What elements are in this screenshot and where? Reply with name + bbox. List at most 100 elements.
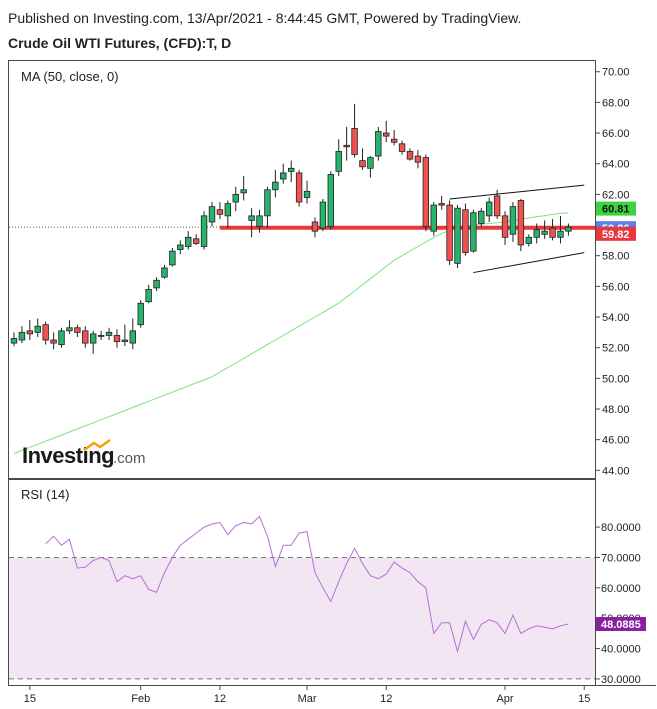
candle-body bbox=[129, 330, 136, 344]
candle-body bbox=[42, 324, 49, 341]
candle bbox=[105, 327, 113, 341]
time-axis: 15 Feb 12 Mar 12 Apr 15 bbox=[24, 685, 590, 705]
badge-background bbox=[596, 226, 636, 241]
candle bbox=[303, 180, 311, 204]
candle-body bbox=[26, 330, 34, 335]
candle bbox=[34, 318, 41, 337]
price-tick-label: 54.00 bbox=[602, 312, 630, 324]
badge-background bbox=[596, 201, 636, 216]
candle-body bbox=[34, 325, 41, 333]
time-tick-label: Feb bbox=[131, 693, 150, 705]
badge-support: 59.82 bbox=[596, 226, 636, 241]
candle bbox=[113, 329, 121, 348]
candle-body bbox=[470, 212, 477, 252]
logo-suffix: .com bbox=[113, 450, 146, 467]
price-tick-label: 46.00 bbox=[602, 435, 630, 447]
candle-body bbox=[414, 155, 422, 163]
candle-body bbox=[272, 181, 279, 191]
candle-body bbox=[343, 144, 350, 148]
candle-body bbox=[462, 209, 469, 254]
time-tick-label: 15 bbox=[578, 693, 590, 705]
candle-body bbox=[367, 157, 374, 169]
candle-body bbox=[58, 330, 65, 346]
candle bbox=[517, 198, 525, 252]
candle bbox=[26, 320, 34, 341]
candle-body bbox=[541, 230, 548, 235]
candle bbox=[224, 200, 232, 229]
candle bbox=[414, 149, 422, 169]
rsi-tick-label: 60.0000 bbox=[601, 583, 641, 595]
candle-body bbox=[517, 200, 525, 246]
candle bbox=[287, 160, 295, 183]
candle bbox=[383, 120, 390, 143]
rsi-tick-label: 40.0000 bbox=[601, 644, 641, 656]
candle bbox=[541, 220, 548, 239]
candle bbox=[74, 324, 81, 337]
candle bbox=[430, 202, 437, 236]
candle bbox=[82, 326, 89, 348]
candle bbox=[295, 169, 303, 207]
candle bbox=[145, 284, 152, 304]
candle-body bbox=[153, 279, 160, 289]
candle-body bbox=[351, 128, 358, 155]
candle bbox=[351, 103, 358, 158]
candle bbox=[478, 208, 485, 227]
rsi-badge-background bbox=[596, 616, 646, 631]
candle bbox=[129, 318, 136, 350]
investing-logo: Investing .com bbox=[22, 438, 146, 468]
published-caption: Published on Investing.com, 13/Apr/2021 … bbox=[8, 10, 521, 26]
candle bbox=[18, 326, 26, 344]
instrument-title: Crude Oil WTI Futures, (CFD):T, D bbox=[8, 35, 231, 51]
candle-body bbox=[248, 215, 255, 221]
candle bbox=[272, 169, 279, 198]
candle bbox=[533, 223, 540, 244]
candle bbox=[169, 248, 176, 267]
candle-body bbox=[216, 209, 224, 215]
candle bbox=[121, 324, 129, 347]
candle bbox=[390, 129, 398, 146]
price-tick-label: 44.00 bbox=[602, 465, 630, 477]
candle-body bbox=[509, 206, 517, 235]
rsi-badge: 48.0885 bbox=[596, 616, 646, 631]
candle-body bbox=[430, 204, 437, 232]
candle bbox=[50, 332, 57, 350]
candle bbox=[438, 195, 445, 210]
candle bbox=[485, 197, 493, 222]
candle-body bbox=[264, 189, 271, 217]
candle bbox=[462, 203, 469, 256]
candle bbox=[208, 202, 216, 227]
candle bbox=[343, 126, 350, 161]
candle bbox=[10, 332, 18, 347]
candle-body bbox=[557, 230, 564, 238]
candle-body bbox=[375, 131, 382, 157]
price-tick-label: 62.00 bbox=[602, 189, 630, 201]
candle bbox=[311, 217, 319, 238]
candle bbox=[153, 277, 160, 291]
candle-body bbox=[97, 335, 105, 337]
rsi-band bbox=[9, 557, 595, 679]
candle-body bbox=[295, 172, 303, 203]
candle-body bbox=[169, 250, 176, 266]
rsi-tick-label: 30.0000 bbox=[601, 674, 641, 686]
ma-indicator-label: MA (50, close, 0) bbox=[21, 69, 119, 84]
rsi-indicator-label: RSI (14) bbox=[21, 487, 69, 502]
candle-body bbox=[485, 201, 493, 217]
candle bbox=[216, 202, 224, 219]
price-tick-label: 58.00 bbox=[602, 251, 630, 263]
candle-body bbox=[478, 210, 485, 224]
candle bbox=[470, 209, 477, 253]
channel-lower-trendline bbox=[473, 252, 585, 274]
price-tick-label: 70.00 bbox=[602, 67, 630, 79]
candle-body bbox=[18, 331, 26, 341]
candle-body bbox=[533, 229, 540, 238]
rsi-tick-label: 70.0000 bbox=[601, 552, 641, 564]
candle-body bbox=[359, 160, 366, 168]
price-tick-label: 56.00 bbox=[602, 281, 630, 293]
candle-body bbox=[113, 335, 121, 342]
candle bbox=[501, 211, 509, 245]
candle-body bbox=[224, 203, 232, 217]
candle-body bbox=[105, 331, 113, 336]
candle-body bbox=[446, 204, 453, 261]
candle bbox=[280, 163, 287, 184]
